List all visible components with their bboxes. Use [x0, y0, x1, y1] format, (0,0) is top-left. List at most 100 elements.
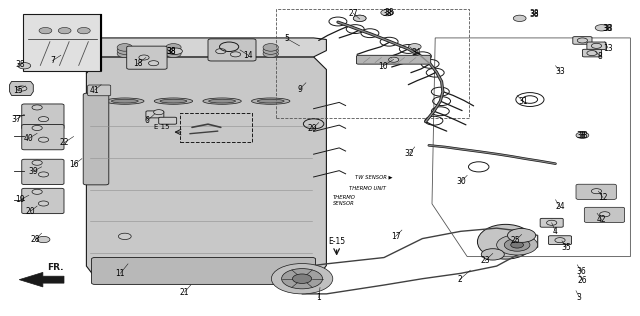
Text: 26: 26: [577, 276, 588, 285]
Circle shape: [271, 264, 333, 294]
Circle shape: [408, 44, 421, 50]
Text: 42: 42: [596, 215, 607, 224]
Text: 16: 16: [68, 161, 79, 169]
Text: 14: 14: [243, 51, 253, 60]
Text: 4: 4: [553, 227, 558, 236]
FancyBboxPatch shape: [584, 207, 625, 222]
Circle shape: [18, 63, 31, 69]
Text: 24: 24: [555, 203, 565, 211]
Circle shape: [388, 57, 399, 62]
Text: 38: 38: [166, 47, 177, 56]
Text: 31: 31: [518, 97, 529, 106]
Circle shape: [139, 55, 149, 60]
Text: 38: 38: [384, 8, 394, 17]
FancyBboxPatch shape: [540, 218, 563, 227]
Circle shape: [263, 44, 278, 51]
Circle shape: [77, 27, 90, 34]
Circle shape: [214, 50, 230, 58]
Text: 38: 38: [15, 60, 26, 69]
Ellipse shape: [106, 98, 144, 104]
Text: FR.: FR.: [47, 264, 64, 272]
FancyBboxPatch shape: [582, 49, 602, 57]
Circle shape: [214, 47, 230, 54]
Text: 28: 28: [31, 235, 40, 244]
FancyBboxPatch shape: [23, 14, 101, 71]
Circle shape: [591, 43, 602, 48]
Ellipse shape: [203, 98, 241, 104]
Text: 38: 38: [576, 131, 586, 140]
Circle shape: [39, 27, 52, 34]
Text: 11: 11: [116, 269, 125, 278]
FancyBboxPatch shape: [88, 85, 111, 96]
Text: 37: 37: [11, 115, 21, 124]
Circle shape: [511, 242, 524, 248]
Text: THERMO UNIT: THERMO UNIT: [349, 185, 386, 191]
Polygon shape: [19, 272, 64, 287]
Text: 18: 18: [133, 59, 142, 68]
Circle shape: [547, 220, 557, 225]
FancyBboxPatch shape: [22, 159, 64, 185]
Circle shape: [170, 48, 182, 54]
Text: 41: 41: [90, 86, 100, 94]
Circle shape: [591, 189, 602, 194]
Text: 12: 12: [598, 193, 607, 202]
Ellipse shape: [160, 99, 187, 103]
Circle shape: [292, 274, 312, 283]
Text: 38: 38: [382, 9, 392, 18]
Text: 32: 32: [404, 149, 415, 158]
Text: E-15: E-15: [328, 237, 345, 246]
Circle shape: [58, 27, 71, 34]
Ellipse shape: [477, 224, 534, 259]
FancyBboxPatch shape: [83, 93, 109, 185]
Circle shape: [216, 49, 226, 54]
Text: 1: 1: [316, 293, 321, 302]
FancyBboxPatch shape: [22, 104, 64, 129]
Text: 19: 19: [15, 195, 26, 204]
Circle shape: [117, 44, 132, 51]
Circle shape: [38, 201, 49, 206]
Circle shape: [508, 228, 536, 242]
Text: 23: 23: [480, 256, 490, 265]
Circle shape: [263, 50, 278, 58]
Polygon shape: [86, 38, 326, 73]
Text: 39: 39: [28, 167, 38, 176]
Text: 36: 36: [576, 267, 586, 276]
Circle shape: [154, 110, 164, 115]
Text: 13: 13: [603, 44, 613, 52]
Circle shape: [577, 38, 588, 43]
Circle shape: [38, 172, 49, 177]
FancyBboxPatch shape: [573, 37, 592, 44]
Circle shape: [230, 52, 241, 57]
Circle shape: [32, 189, 42, 194]
Text: TW SENSOR ▶: TW SENSOR ▶: [355, 174, 392, 179]
Circle shape: [353, 15, 366, 21]
FancyBboxPatch shape: [22, 125, 64, 150]
Circle shape: [38, 137, 49, 142]
Text: 21: 21: [180, 288, 189, 297]
Text: 7: 7: [50, 56, 55, 65]
Text: 22: 22: [60, 138, 68, 147]
Circle shape: [353, 15, 366, 21]
Circle shape: [504, 239, 530, 251]
Circle shape: [32, 105, 42, 110]
Text: 5: 5: [284, 34, 289, 43]
Circle shape: [32, 160, 42, 165]
Ellipse shape: [111, 99, 138, 103]
FancyBboxPatch shape: [576, 184, 616, 199]
Circle shape: [576, 132, 589, 138]
FancyBboxPatch shape: [587, 42, 606, 50]
Text: 38: 38: [602, 24, 612, 33]
Circle shape: [214, 44, 230, 51]
Circle shape: [117, 50, 132, 58]
Circle shape: [263, 47, 278, 54]
Text: 33: 33: [555, 67, 565, 76]
Circle shape: [166, 50, 181, 58]
FancyBboxPatch shape: [159, 117, 177, 124]
Text: 25: 25: [510, 236, 520, 245]
Circle shape: [32, 125, 42, 131]
Circle shape: [17, 86, 27, 91]
FancyBboxPatch shape: [127, 46, 167, 69]
Text: 34: 34: [411, 48, 421, 57]
Circle shape: [148, 61, 159, 66]
Text: 8: 8: [598, 52, 603, 61]
